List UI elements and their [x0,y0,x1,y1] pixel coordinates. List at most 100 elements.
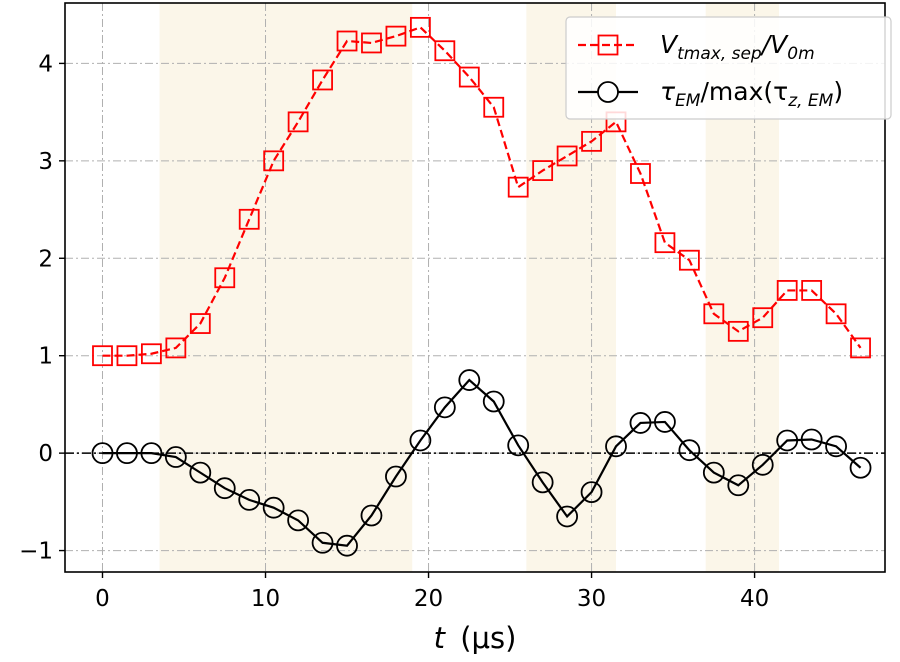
data-point-circle [556,505,579,528]
data-point-square [654,232,676,254]
data-point-circle [336,534,358,557]
data-point-square [801,280,823,301]
data-point-square [825,303,847,325]
data-point-circle [116,442,138,465]
data-point-square [336,30,358,52]
data-point-square [850,337,871,359]
legend-box [565,16,892,120]
data-point-circle [458,369,481,391]
data-point-square [287,111,309,133]
ticks: 0 10 20 30 40 −1 0 1 2 3 4 [19,51,769,612]
data-point-square [581,130,602,152]
y-tick-label: 0 [38,441,53,467]
data-point-circle [189,461,212,484]
series-line [102,378,862,547]
data-point-square [165,337,187,359]
data-point-circle [776,429,799,452]
data-point-square [214,267,236,289]
legend-2-main: τ [660,77,676,106]
series-2 [91,369,872,557]
y-tick-label: 2 [38,246,53,272]
data-point-circle [140,442,163,465]
data-point-circle [849,456,872,479]
legend-1-main: V [660,30,679,59]
data-point-square [630,163,651,184]
data-point-circle [678,439,701,462]
data-point-square [238,208,260,230]
data-point-square [776,280,798,301]
data-point-circle [91,442,114,465]
series-1 [92,16,871,367]
legend-1-sub2: 0m [787,44,814,64]
y-tick-label: −1 [19,539,53,565]
data-point-circle [702,461,725,484]
x-tick-label: 0 [95,586,110,612]
data-point-square [434,40,456,62]
series-layer [91,16,872,557]
legend-2-tail: ) [833,77,843,106]
data-point-circle [605,435,627,458]
data-point-circle [262,496,285,519]
data-point-square [703,303,725,325]
y-tick-label: 1 [38,344,53,370]
data-point-square [263,150,285,172]
data-point-square [189,313,211,334]
data-point-square [116,345,138,367]
data-point-circle [629,412,652,434]
data-point-circle [751,453,774,476]
data-point-square [507,176,529,198]
x-axis-label-var: t [434,621,447,655]
y-tick-label: 4 [38,51,53,77]
x-axis-label: t (μs) [434,621,517,655]
plot-frame [64,2,886,573]
data-point-square [312,69,333,91]
data-point-circle [800,428,823,451]
data-point-circle [580,481,603,504]
data-point-circle [727,474,750,497]
data-point-square [141,343,162,365]
data-point-circle [360,504,383,527]
legend-label-series-2: τEM/max(τz, EM) [660,77,843,111]
data-point-circle [238,489,261,511]
data-point-square [92,345,113,367]
data-point-square [385,25,407,47]
shaded-region-1 [159,3,413,572]
data-point-square [409,16,431,38]
legend-2-main2: /max(τ [700,77,788,106]
data-point-circle [433,396,456,419]
legend-label-series-1: Vtmax, sep/V0m [660,30,815,64]
data-point-circle [311,531,334,554]
data-point-circle [164,446,187,468]
legend-1-main2: /V [760,30,789,59]
data-point-circle [531,471,554,494]
data-point-circle [507,434,530,457]
legend: Vtmax, sep/V0m τEM/max(τz, EM) [565,16,892,120]
x-tick-label: 20 [414,586,443,612]
y-tick-label: 3 [38,149,53,175]
x-tick-label: 10 [251,586,280,612]
data-point-square [532,160,554,181]
data-point-circle [213,477,236,500]
data-point-square [458,66,480,88]
legend-2-sub: EM [675,91,701,111]
legend-1-sub: tmax, sep [677,44,762,64]
data-point-square [752,307,774,329]
legend-2-sub2: z, EM [787,91,833,111]
data-point-circle [409,429,432,452]
data-point-circle [654,411,676,433]
data-point-square [727,320,749,342]
data-point-circle [287,509,310,532]
data-point-circle [385,465,407,488]
legend-marker-circle [597,81,619,103]
x-tick-label: 40 [740,586,769,612]
x-tick-label: 30 [577,586,606,612]
data-point-square [556,145,578,167]
data-point-circle [482,390,505,413]
data-point-square [361,32,382,54]
data-point-square [678,249,700,271]
data-point-square [483,96,505,118]
legend-marker-square [597,34,619,56]
x-axis-label-unit: (μs) [460,621,516,655]
data-point-circle [825,435,847,458]
